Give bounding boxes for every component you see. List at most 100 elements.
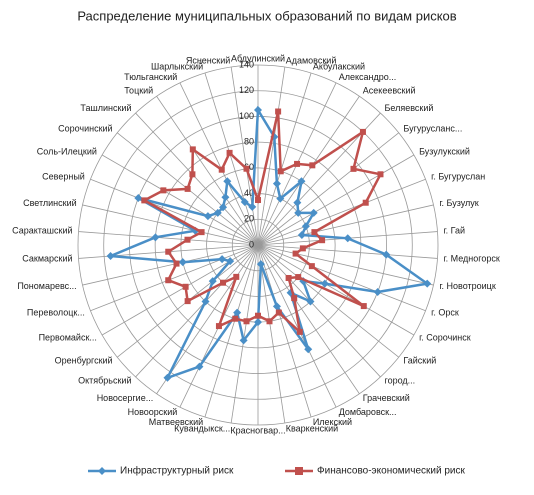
point <box>134 194 143 203</box>
point <box>294 160 301 167</box>
point <box>189 146 196 153</box>
category-label: Адамовский <box>286 55 337 65</box>
r-tick-label: 0 <box>249 239 254 249</box>
spoke <box>101 154 259 246</box>
point <box>306 297 315 306</box>
spoke <box>82 204 259 246</box>
r-tick-label: 120 <box>239 85 254 95</box>
point <box>182 283 189 290</box>
point <box>165 277 172 284</box>
point <box>319 237 326 244</box>
spoke <box>257 244 434 286</box>
r-tick-label: 100 <box>239 111 254 121</box>
point <box>226 149 233 156</box>
category-label: г. Бугуруслан <box>431 171 485 181</box>
point <box>232 315 239 322</box>
point <box>160 187 167 194</box>
spoke <box>257 154 415 246</box>
spoke <box>156 96 259 246</box>
point <box>301 222 310 231</box>
point <box>350 165 357 172</box>
category-label: Асекеевский <box>363 86 416 96</box>
legend-label: Инфраструктурный риск <box>120 465 234 477</box>
category-label: Оренбургский <box>55 355 113 365</box>
category-label: Светлинский <box>23 198 77 208</box>
spoke <box>257 244 337 408</box>
point <box>151 233 160 242</box>
point <box>240 197 249 206</box>
point <box>198 229 205 236</box>
category-label: Саракташский <box>12 225 72 235</box>
category-label: Акбулакский <box>313 62 365 72</box>
category-label: Бугурусланс... <box>403 123 462 133</box>
category-label: г. Гай <box>443 225 465 235</box>
category-label: г. Бузулук <box>439 198 478 208</box>
category-label: Грачевский <box>363 393 410 403</box>
point <box>226 257 235 266</box>
point <box>184 236 191 243</box>
category-label: г. Сорочинск <box>419 332 471 342</box>
spoke <box>204 72 259 246</box>
spoke <box>230 244 259 424</box>
point <box>320 279 329 288</box>
category-label: г. Орск <box>431 307 459 317</box>
point <box>423 279 432 288</box>
spoke <box>230 66 259 246</box>
point <box>295 274 302 281</box>
point <box>382 250 391 259</box>
point <box>233 308 242 317</box>
point <box>184 298 191 305</box>
category-label: Кваркенский <box>286 423 338 433</box>
point <box>297 177 306 186</box>
point <box>293 198 302 207</box>
spoke <box>135 112 259 246</box>
point <box>304 345 313 354</box>
spoke <box>257 244 399 358</box>
category-label: Северный <box>42 171 85 181</box>
point <box>275 108 282 115</box>
spoke <box>257 244 381 378</box>
category-label: Первомайск... <box>39 332 97 342</box>
point <box>299 245 306 252</box>
point <box>106 252 115 261</box>
point <box>255 197 261 203</box>
category-label: Илекский <box>313 417 352 427</box>
spoke <box>156 244 259 394</box>
point <box>309 208 318 217</box>
point <box>272 179 281 188</box>
category-label: г. Медногорск <box>443 253 499 263</box>
spoke <box>90 178 259 246</box>
category-label: Шарлыкский <box>151 62 203 72</box>
point <box>277 168 284 175</box>
point <box>208 277 217 286</box>
point <box>218 255 227 264</box>
chart-title: Распределение муниципальных образований … <box>77 8 456 23</box>
category-label: Переволоцк... <box>27 307 85 317</box>
category-label: г. Новотроицк <box>439 281 495 291</box>
point <box>178 258 187 267</box>
point <box>377 171 384 178</box>
point <box>141 197 148 204</box>
point <box>220 279 227 286</box>
spoke <box>257 244 286 424</box>
point <box>362 199 369 206</box>
category-label: Пономаревс... <box>17 281 76 291</box>
category-label: Сакмарский <box>22 253 72 263</box>
point <box>248 202 257 211</box>
r-tick-label: 80 <box>244 137 254 147</box>
spoke <box>257 244 438 259</box>
point <box>215 323 222 330</box>
r-tick-label: 20 <box>244 214 254 224</box>
point <box>223 177 232 186</box>
spoke <box>135 244 259 378</box>
point <box>221 193 230 202</box>
point <box>292 250 299 257</box>
point <box>297 230 306 239</box>
spoke <box>82 244 259 286</box>
spoke <box>257 66 286 246</box>
point <box>276 194 285 203</box>
point <box>201 297 210 306</box>
category-label: Ясненский <box>186 55 230 65</box>
category-label: Тоцкий <box>124 86 153 96</box>
category-label: Новосергие... <box>97 393 154 403</box>
